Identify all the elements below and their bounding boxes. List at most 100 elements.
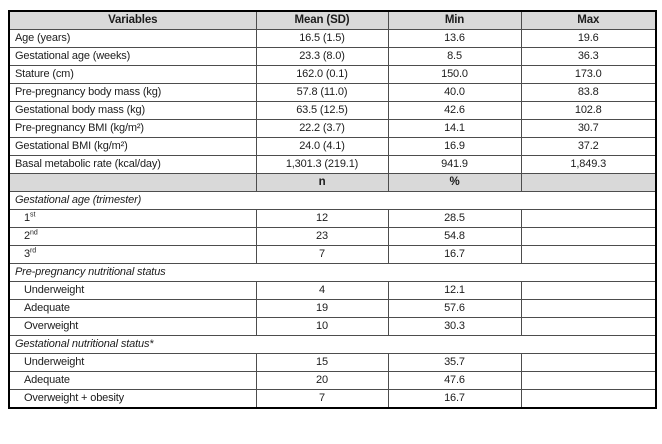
empty-cell: [8, 173, 257, 192]
section-data-row: 3rd 7 16.7: [8, 245, 657, 264]
n-cell: 12: [255, 209, 389, 228]
section-data-row: Adequate 20 47.6: [8, 371, 657, 390]
empty-cell: [520, 209, 657, 228]
empty-cell: [520, 299, 657, 318]
section-data-row: 1st 12 28.5: [8, 209, 657, 228]
ordinal-suffix: nd: [29, 229, 38, 237]
row-label-cell: 3rd: [8, 245, 257, 264]
ordinal-base: 3: [24, 248, 30, 260]
section-data-row: Underweight 4 12.1: [8, 281, 657, 300]
pct-cell: 30.3: [387, 317, 522, 336]
mean-sd-cell: 63.5 (12.5): [255, 101, 389, 120]
header-cell-mean-sd: Mean (SD): [255, 10, 389, 30]
section-title-row: Pre-pregnancy nutritional status: [8, 263, 657, 282]
mean-sd-cell: 23.3 (8.0): [255, 47, 389, 66]
empty-cell: [520, 173, 657, 192]
section-data-row: Adequate 19 57.6: [8, 299, 657, 318]
section-data-row: Overweight + obesity 7 16.7: [8, 389, 657, 409]
section-title-row: Gestational age (trimester): [8, 191, 657, 210]
mean-sd-cell: 22.2 (3.7): [255, 119, 389, 138]
empty-cell: [520, 389, 657, 409]
row-label-cell: Stature (cm): [8, 65, 257, 84]
row-label-cell: Underweight: [8, 281, 257, 300]
row-label-cell: Age (years): [8, 29, 257, 48]
max-cell: 30.7: [520, 119, 657, 138]
n-cell: 7: [255, 389, 389, 409]
section-title: Gestational age (trimester): [8, 191, 657, 210]
ordinal-suffix: st: [29, 211, 36, 219]
empty-cell: [520, 281, 657, 300]
section-data-row: 2nd 23 54.8: [8, 227, 657, 246]
row-label-cell: Underweight: [8, 353, 257, 372]
empty-cell: [520, 245, 657, 264]
max-cell: 1,849.3: [520, 155, 657, 174]
mean-sd-cell: 1,301.3 (219.1): [255, 155, 389, 174]
mean-sd-cell: 16.5 (1.5): [255, 29, 389, 48]
max-cell: 173.0: [520, 65, 657, 84]
row-label-cell: Gestational age (weeks): [8, 47, 257, 66]
pct-cell: 16.7: [387, 245, 522, 264]
section-data-row: Overweight 10 30.3: [8, 317, 657, 336]
ordinal-suffix: rd: [29, 247, 37, 255]
row-label-cell: Adequate: [8, 371, 257, 390]
empty-cell: [520, 371, 657, 390]
n-cell: 19: [255, 299, 389, 318]
stats-row: Basal metabolic rate (kcal/day) 1,301.3 …: [8, 155, 657, 174]
min-cell: 941.9: [387, 155, 522, 174]
empty-cell: [520, 353, 657, 372]
section-title-row: Gestational nutritional status*: [8, 335, 657, 354]
ordinal-base: 1: [24, 212, 30, 224]
stats-row: Pre-pregnancy BMI (kg/m²) 22.2 (3.7) 14.…: [8, 119, 657, 138]
n-cell: 10: [255, 317, 389, 336]
mean-sd-cell: 162.0 (0.1): [255, 65, 389, 84]
min-cell: 150.0: [387, 65, 522, 84]
n-cell: 7: [255, 245, 389, 264]
ordinal-base: 2: [24, 230, 30, 242]
min-cell: 14.1: [387, 119, 522, 138]
pct-cell: 54.8: [387, 227, 522, 246]
max-cell: 83.8: [520, 83, 657, 102]
row-label-cell: Pre-pregnancy body mass (kg): [8, 83, 257, 102]
max-cell: 19.6: [520, 29, 657, 48]
stats-row: Pre-pregnancy body mass (kg) 57.8 (11.0)…: [8, 83, 657, 102]
pct-header-cell: %: [387, 173, 522, 192]
mean-sd-cell: 24.0 (4.1): [255, 137, 389, 156]
n-cell: 20: [255, 371, 389, 390]
stats-row: Gestational age (weeks) 23.3 (8.0) 8.5 3…: [8, 47, 657, 66]
mean-sd-cell: 57.8 (11.0): [255, 83, 389, 102]
section-title: Pre-pregnancy nutritional status: [8, 263, 657, 282]
stats-row: Stature (cm) 162.0 (0.1) 150.0 173.0: [8, 65, 657, 84]
row-label-cell: Overweight + obesity: [8, 389, 257, 409]
min-cell: 8.5: [387, 47, 522, 66]
n-cell: 4: [255, 281, 389, 300]
max-cell: 37.2: [520, 137, 657, 156]
min-cell: 13.6: [387, 29, 522, 48]
stats-row: Gestational body mass (kg) 63.5 (12.5) 4…: [8, 101, 657, 120]
pct-cell: 28.5: [387, 209, 522, 228]
pct-cell: 57.6: [387, 299, 522, 318]
n-cell: 15: [255, 353, 389, 372]
header-cell-max: Max: [520, 10, 657, 30]
row-label-cell: 1st: [8, 209, 257, 228]
pct-cell: 16.7: [387, 389, 522, 409]
row-label-cell: Gestational body mass (kg): [8, 101, 257, 120]
stats-table: Variables Mean (SD) Min Max Age (years) …: [8, 10, 657, 409]
pct-cell: 35.7: [387, 353, 522, 372]
header-cell-min: Min: [387, 10, 522, 30]
row-label-cell: 2nd: [8, 227, 257, 246]
subheader-row: n %: [8, 173, 657, 192]
section-title: Gestational nutritional status*: [8, 335, 657, 354]
min-cell: 42.6: [387, 101, 522, 120]
pct-cell: 47.6: [387, 371, 522, 390]
min-cell: 16.9: [387, 137, 522, 156]
table-header-row: Variables Mean (SD) Min Max: [8, 10, 657, 30]
n-cell: 23: [255, 227, 389, 246]
pct-cell: 12.1: [387, 281, 522, 300]
header-cell-variables: Variables: [8, 10, 257, 30]
stats-row: Age (years) 16.5 (1.5) 13.6 19.6: [8, 29, 657, 48]
row-label-cell: Adequate: [8, 299, 257, 318]
row-label-cell: Overweight: [8, 317, 257, 336]
empty-cell: [520, 317, 657, 336]
max-cell: 102.8: [520, 101, 657, 120]
